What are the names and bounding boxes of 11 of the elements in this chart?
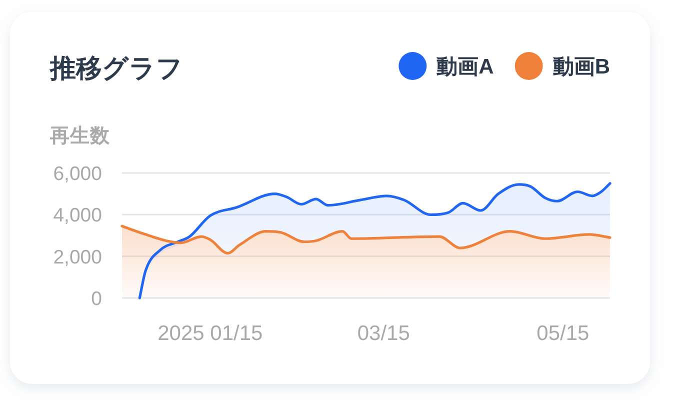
ytick: 6,000: [53, 163, 102, 185]
xtick: 2025 01/15: [158, 322, 263, 345]
xtick: 03/15: [357, 322, 410, 345]
legend-label: 動画A: [436, 56, 494, 78]
legend-label: 動画B: [552, 56, 610, 78]
ytick: 2,000: [53, 246, 102, 268]
ytick: 4,000: [53, 204, 102, 227]
ytick: 0: [91, 288, 102, 310]
title: 推移グラフ: [50, 53, 183, 83]
ylabel: 再生数: [50, 125, 110, 147]
xtick: 05/15: [536, 322, 590, 345]
